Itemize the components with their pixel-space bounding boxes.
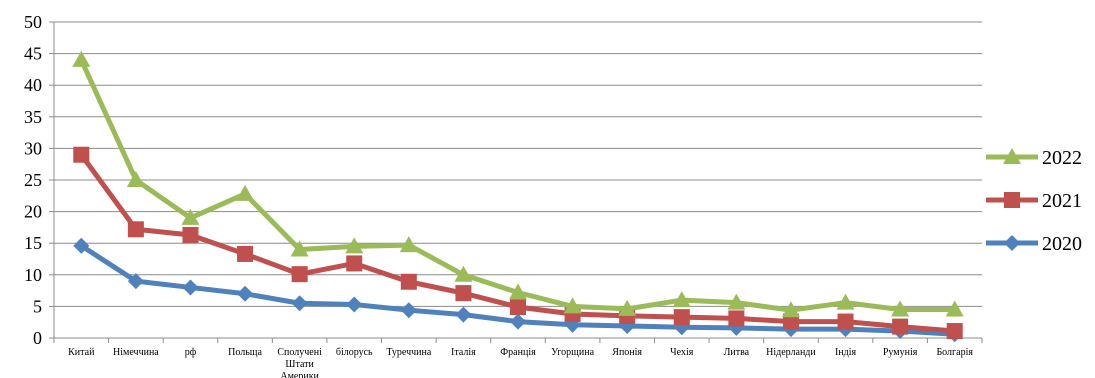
legend-label-2020: 2020	[1042, 233, 1082, 255]
y-tick-label: 0	[33, 328, 42, 348]
data-point-2021	[837, 313, 854, 330]
data-point-2022	[126, 171, 145, 187]
data-point-2021	[400, 273, 417, 290]
legend-marker-2021	[1004, 192, 1020, 208]
legend-label-2022: 2022	[1042, 147, 1082, 169]
data-point-2022	[399, 236, 418, 253]
y-tick-label: 35	[24, 107, 42, 127]
data-point-2022	[891, 300, 910, 317]
data-point-2022	[454, 265, 473, 282]
data-point-2021	[728, 310, 745, 327]
legend-label-2021: 2021	[1042, 190, 1082, 212]
series-group	[72, 50, 964, 343]
x-tick-label: Нідерланди	[766, 347, 816, 358]
data-point-2020	[346, 296, 363, 313]
y-tick-label: 20	[24, 202, 42, 222]
data-point-2021	[127, 221, 144, 238]
legend-marker-2020	[1004, 235, 1020, 251]
data-point-2022	[509, 283, 527, 300]
data-point-2021	[673, 309, 690, 326]
y-tick-label: 50	[24, 12, 42, 32]
data-point-2020	[73, 237, 90, 254]
x-tick-label: Польща	[228, 347, 262, 358]
data-point-2022	[836, 293, 855, 310]
data-point-2020	[127, 273, 144, 290]
data-point-2021	[892, 318, 909, 335]
data-point-2021	[346, 255, 363, 272]
data-point-2022	[72, 50, 91, 67]
x-tick-label: рф	[185, 347, 197, 358]
data-point-2020	[510, 313, 526, 330]
data-point-2021	[510, 299, 526, 316]
data-point-2022	[181, 208, 200, 225]
series-line-2022	[79, 58, 955, 313]
data-point-2020	[455, 306, 472, 323]
y-tick-label: 30	[24, 138, 42, 158]
y-tick-label: 45	[24, 44, 42, 64]
data-point-2022	[672, 291, 691, 308]
gridlines	[54, 21, 982, 307]
data-point-2022	[618, 299, 637, 316]
x-tick-label: білорусь	[336, 347, 373, 358]
legend-item-2020: 2020	[986, 233, 1082, 255]
y-tick-label: 10	[24, 265, 42, 285]
x-tick-label: Німеччина	[113, 347, 159, 358]
y-tick-label: 25	[24, 170, 42, 190]
x-tick-label: Туреччина	[386, 347, 432, 358]
legend-marker-2022	[1003, 148, 1021, 164]
data-point-2021	[182, 226, 199, 243]
x-tick-label: Японія	[612, 347, 642, 358]
y-axis: 0 5 10 15 20 25 30 35 40 45 50	[24, 12, 55, 348]
x-tick-label: Сполучені Штати Америки	[277, 347, 322, 378]
series-2021	[73, 146, 963, 340]
x-axis: Китай Німеччина рф Польща Сполучені Штати Амер…	[53, 337, 983, 378]
y-tick-label: 5	[33, 296, 42, 316]
data-point-2020	[291, 295, 308, 312]
data-point-2022	[727, 293, 746, 310]
data-point-2021	[237, 245, 254, 262]
data-point-2022	[236, 184, 255, 201]
data-point-2020	[400, 302, 417, 319]
legend: 2022 2021 2020	[986, 147, 1082, 255]
x-tick-label: Болгарія	[936, 347, 973, 358]
x-tick-label: Італія	[451, 347, 476, 358]
data-point-2020	[182, 279, 199, 296]
data-point-2021	[782, 313, 799, 330]
x-tick-label: Індія	[835, 347, 857, 358]
series-2022	[72, 50, 964, 318]
legend-item-2022: 2022	[986, 147, 1082, 169]
legend-item-2021: 2021	[986, 190, 1082, 212]
data-point-2022	[290, 240, 309, 257]
data-point-2022	[345, 237, 364, 254]
x-tick-label: Китай	[68, 347, 95, 358]
data-point-2022	[945, 300, 964, 317]
data-point-2020	[237, 285, 254, 302]
data-point-2021	[946, 323, 963, 340]
data-point-2022	[563, 297, 582, 314]
data-point-2021	[73, 146, 90, 163]
data-point-2022	[781, 301, 800, 318]
x-tick-label: Румунія	[883, 347, 918, 358]
y-tick-label: 15	[24, 233, 42, 253]
y-tick-label: 40	[24, 75, 42, 95]
x-tick-label: Литва	[724, 347, 750, 358]
x-tick-label: Угорщина	[551, 347, 594, 358]
x-tick-label: Чехія	[670, 347, 694, 358]
data-point-2021	[455, 285, 472, 302]
data-point-2021	[291, 266, 308, 283]
x-tick-label: Франція	[500, 347, 536, 358]
